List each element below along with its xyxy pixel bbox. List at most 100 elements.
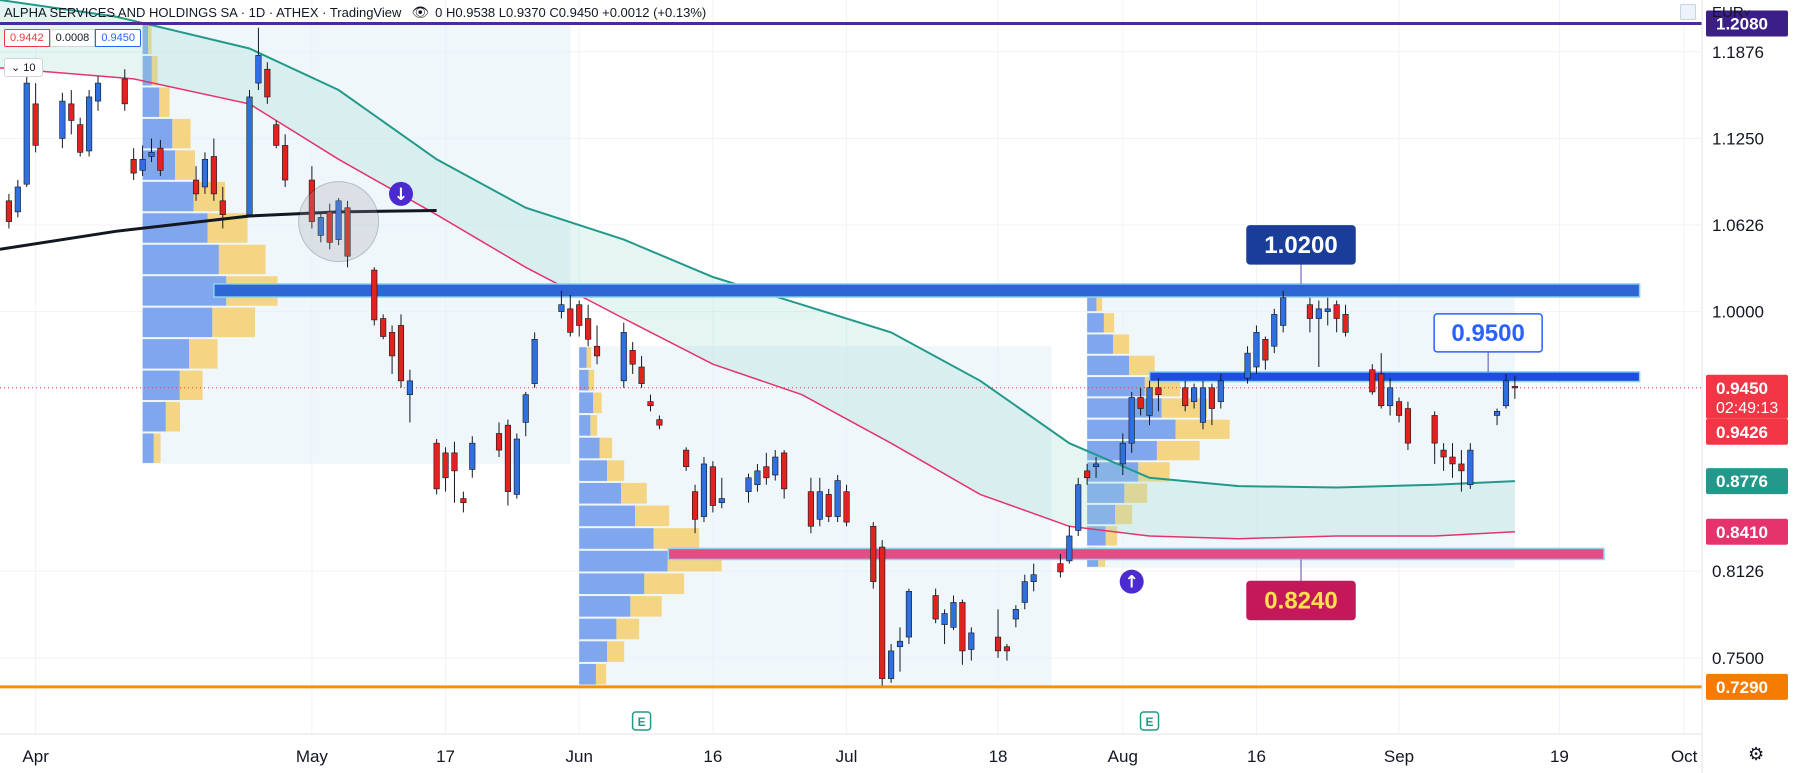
symbol-title[interactable]: ALPHA SERVICES AND HOLDINGS SA · 1D · AT… [4,4,402,20]
candle-down [326,211,333,243]
ask-price[interactable]: 0.9450 [95,29,141,47]
candle-down [1369,369,1376,393]
volume-bar-up [579,505,636,527]
candle-down [709,466,716,506]
arrow-down-icon [388,181,413,206]
candle-down [1262,339,1269,361]
candle-up [816,491,823,520]
candle-down [495,433,503,451]
volume-bar-up [1087,334,1114,354]
x-tick-label: 16 [1247,747,1266,766]
earnings-icon [1139,711,1160,731]
volume-bar-up [579,663,596,685]
price-label-text: 0.8776 [1716,472,1768,491]
volume-bar-down [212,307,256,338]
earnings-icon [631,711,652,731]
price-label-box [1706,418,1788,445]
candle-down [1155,387,1162,395]
candle-up [745,477,752,492]
candle-down [282,145,289,181]
volume-bar-down [1161,398,1208,418]
volume-bar-down [1105,526,1118,546]
volume-bar-up [1087,504,1116,525]
price-label-text: 0.8410 [1716,523,1768,542]
x-tick-label: May [296,747,329,766]
volume-bar-down [179,370,203,401]
candle-up [1315,308,1322,319]
candle-down [130,158,137,174]
candle-down [157,147,164,171]
candle-up [1387,387,1394,407]
indicators-collapse-button[interactable]: ⌄ 10 [4,58,43,77]
candle-down [638,366,645,384]
eye-icon[interactable]: 👁 [411,3,430,20]
candle-up [59,100,66,139]
countdown-text: 02:49:13 [1716,400,1778,417]
candle-up [968,632,975,650]
candle-down [1431,415,1438,444]
callout-label: 1.0200 [1264,232,1337,259]
spread-value: 0.0008 [49,29,96,47]
volume-bar-up [1087,483,1125,503]
y-tick-label: 1.1876 [1712,43,1764,62]
candle-up [469,442,476,470]
object-tree-icon[interactable] [1680,4,1696,20]
price-label-box [1706,374,1788,419]
candle-up [1324,308,1331,312]
x-tick-label: 18 [989,747,1008,766]
volume-bar-up [142,433,154,463]
candle-up [754,470,761,486]
volume-bar-down [159,87,170,117]
candle-down [1306,304,1313,319]
volume-bar-up [142,181,194,212]
candle-down [1449,456,1456,465]
candle-up [888,650,895,679]
volume-bar-up [142,24,149,55]
candle-down [1440,449,1447,458]
time-axis[interactable]: Apr May 17 Jun 16 Jul 18 Aug 16 Sep 19 Oct [22,747,1697,766]
y-tick-label: 1.0000 [1712,303,1764,322]
zone-rect [1148,371,1641,383]
candle-down [371,269,378,321]
price-label-box [1706,673,1788,700]
indicators-count: 10 [23,62,36,74]
candle-down [629,350,636,365]
price-label-text: 0.9450 [1716,379,1768,398]
volume-bar-down [218,244,266,275]
volume-bar-down [175,150,196,180]
candle-down [77,124,84,153]
volume-bar-up [1087,355,1129,376]
price-label-box [1706,518,1788,545]
callout-label: 0.8240 [1264,588,1337,615]
currency-selector[interactable]: EUR˅ [1712,4,1750,21]
price-label-box [1706,468,1788,495]
candle-up [335,200,342,240]
price-axis[interactable]: 1.1876 1.1250 1.0626 1.0000 0.8126 0.7500 [1712,43,1764,668]
gear-icon[interactable]: ⚙ [1748,744,1765,764]
candle-down [1511,386,1518,389]
candle-down [994,636,1002,652]
y-tick-label: 0.8126 [1712,562,1764,581]
candle-up [255,55,262,84]
bid-price[interactable]: 0.9442 [4,29,50,47]
earnings-glyph: E [638,715,646,729]
candle-up [86,96,93,152]
volume-bar-down [1156,440,1200,461]
callout-label: 0.9500 [1451,320,1524,347]
volume-bar-up [1087,313,1104,333]
candle-up [406,380,413,395]
chevron-down-icon: ⌄ [11,62,21,74]
candle-down [433,442,440,490]
candle-up [1012,609,1019,620]
candle-up [201,158,209,188]
y-tick-label: 1.0626 [1712,216,1764,235]
candle-up [246,96,253,215]
candle-down [210,156,217,195]
candle-up [94,82,102,102]
volume-bar-down [653,528,700,549]
volume-bar-up [1087,291,1097,312]
volume-bar-down [151,56,158,86]
candle-down [647,401,654,407]
volume-bar-down [148,24,152,55]
